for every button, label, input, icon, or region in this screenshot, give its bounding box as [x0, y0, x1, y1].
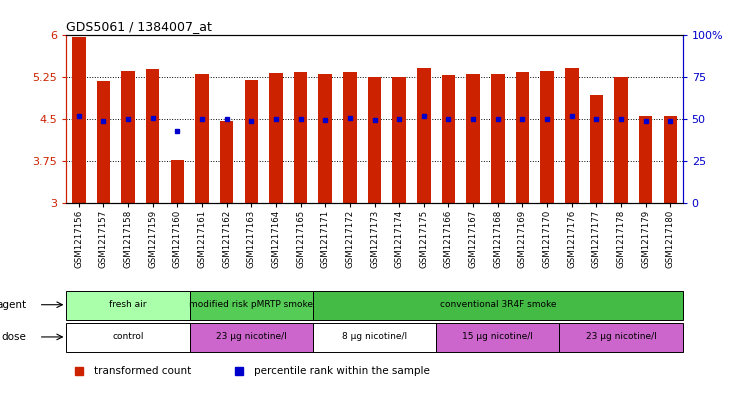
Bar: [639, 116, 652, 203]
Bar: [491, 74, 505, 203]
Text: GDS5061 / 1384007_at: GDS5061 / 1384007_at: [66, 20, 213, 33]
Bar: [190, 291, 313, 320]
Bar: [343, 72, 356, 203]
Bar: [294, 72, 307, 203]
Bar: [466, 74, 480, 203]
Text: 15 μg nicotine/l: 15 μg nicotine/l: [462, 332, 534, 342]
Text: 23 μg nicotine/l: 23 μg nicotine/l: [586, 332, 656, 342]
Bar: [72, 37, 86, 203]
Bar: [417, 68, 430, 203]
Text: percentile rank within the sample: percentile rank within the sample: [255, 366, 430, 376]
Text: agent: agent: [0, 300, 27, 310]
Bar: [313, 291, 683, 320]
Bar: [559, 323, 683, 352]
Bar: [614, 77, 628, 203]
Text: conventional 3R4F smoke: conventional 3R4F smoke: [440, 300, 556, 309]
Text: transformed count: transformed count: [94, 366, 191, 376]
Bar: [393, 77, 406, 203]
Bar: [565, 68, 579, 203]
Bar: [97, 81, 110, 203]
Text: control: control: [112, 332, 144, 342]
Bar: [663, 116, 677, 203]
Bar: [170, 160, 184, 203]
Bar: [590, 95, 603, 203]
Bar: [66, 323, 190, 352]
Bar: [190, 323, 313, 352]
Text: 8 μg nicotine/l: 8 μg nicotine/l: [342, 332, 407, 342]
Text: fresh air: fresh air: [109, 300, 147, 309]
Bar: [66, 291, 190, 320]
Bar: [436, 323, 559, 352]
Bar: [368, 77, 382, 203]
Bar: [313, 323, 436, 352]
Bar: [442, 75, 455, 203]
Bar: [269, 73, 283, 203]
Text: modified risk pMRTP smoke: modified risk pMRTP smoke: [189, 300, 314, 309]
Bar: [244, 80, 258, 203]
Text: dose: dose: [1, 332, 27, 342]
Bar: [196, 74, 209, 203]
Bar: [319, 74, 332, 203]
Bar: [121, 71, 135, 203]
Text: 23 μg nicotine/l: 23 μg nicotine/l: [216, 332, 286, 342]
Bar: [220, 121, 233, 203]
Bar: [516, 72, 529, 203]
Bar: [540, 71, 554, 203]
Bar: [146, 69, 159, 203]
